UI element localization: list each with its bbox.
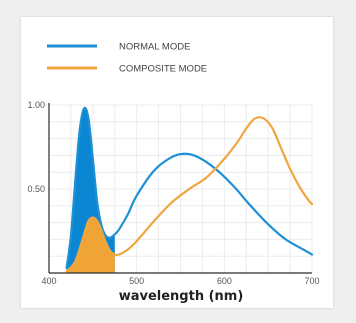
x-axis-label: wavelength (nm) [119,289,244,304]
legend-label-composite-mode: COMPOSITE MODE [119,64,207,75]
x-tick-label: 500 [129,276,144,286]
spectrum-chart: 0.50 1.00 400 500 600 700 wavelength (nm) NOR… [27,42,319,305]
x-tick-label: 600 [217,276,232,286]
tick-labels: 0.50 1.00 400 500 600 700 [27,100,319,286]
legend: NORMAL MODE COMPOSITE MODE [47,42,207,75]
y-tick-label: 1.00 [27,100,45,110]
y-tick-label: 0.50 [27,184,45,194]
x-tick-label: 400 [41,276,56,286]
series-lines [65,106,314,273]
axes [48,103,312,274]
series-line-normal-mode [65,106,314,270]
series-line-composite-mode [65,116,314,273]
x-tick-label: 700 [304,276,319,286]
area-fill-composite-mode [66,217,115,273]
chart-card: 0.50 1.00 400 500 600 700 wavelength (nm) NOR… [21,17,333,308]
legend-label-normal-mode: NORMAL MODE [119,42,190,53]
